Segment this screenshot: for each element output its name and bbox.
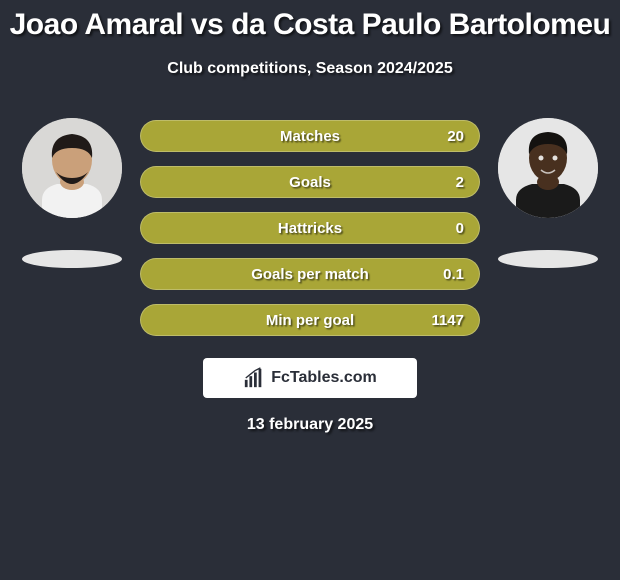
stat-bar-mpg: Min per goal 1147 bbox=[140, 304, 480, 336]
subtitle: Club competitions, Season 2024/2025 bbox=[0, 60, 620, 78]
avatar-left-icon bbox=[22, 118, 122, 218]
stat-label: Min per goal bbox=[266, 312, 354, 329]
brand-link[interactable]: FcTables.com bbox=[203, 358, 417, 398]
avatar-right bbox=[498, 118, 598, 218]
avatar-left bbox=[22, 118, 122, 218]
shadow-ellipse-left bbox=[22, 250, 122, 268]
chart-icon bbox=[243, 367, 265, 389]
stat-label: Goals per match bbox=[251, 266, 369, 283]
stat-value: 1147 bbox=[431, 312, 464, 329]
stat-value: 2 bbox=[456, 174, 464, 191]
stat-value: 0.1 bbox=[443, 266, 464, 283]
stat-bar-matches: Matches 20 bbox=[140, 120, 480, 152]
stat-bar-hattricks: Hattricks 0 bbox=[140, 212, 480, 244]
page-title: Joao Amaral vs da Costa Paulo Bartolomeu bbox=[0, 8, 620, 42]
player-right bbox=[498, 118, 598, 268]
stat-label: Goals bbox=[289, 174, 331, 191]
main-row: Matches 20 Goals 2 Hattricks 0 Goals per… bbox=[0, 118, 620, 336]
stat-bar-gpm: Goals per match 0.1 bbox=[140, 258, 480, 290]
stat-value: 20 bbox=[447, 128, 464, 145]
brand-text: FcTables.com bbox=[271, 369, 377, 387]
stat-label: Matches bbox=[280, 128, 340, 145]
stats-bars: Matches 20 Goals 2 Hattricks 0 Goals per… bbox=[140, 120, 480, 336]
date-text: 13 february 2025 bbox=[0, 416, 620, 434]
stat-value: 0 bbox=[456, 220, 464, 237]
stat-label: Hattricks bbox=[278, 220, 342, 237]
comparison-card: Joao Amaral vs da Costa Paulo Bartolomeu… bbox=[0, 0, 620, 434]
avatar-right-icon bbox=[498, 118, 598, 218]
player-left bbox=[22, 118, 122, 268]
stat-bar-goals: Goals 2 bbox=[140, 166, 480, 198]
shadow-ellipse-right bbox=[498, 250, 598, 268]
